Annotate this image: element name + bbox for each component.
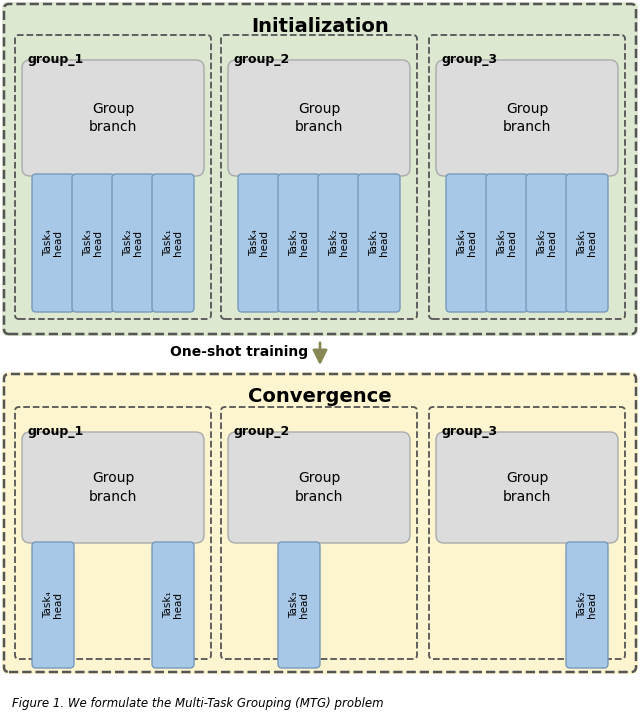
Text: Task₁
head: Task₁ head [577,230,597,257]
Text: Task₂
head: Task₂ head [577,592,597,618]
FancyBboxPatch shape [112,174,154,312]
Text: Group
branch: Group branch [295,471,343,503]
FancyBboxPatch shape [486,174,528,312]
Text: group_2: group_2 [234,426,291,438]
FancyBboxPatch shape [152,174,194,312]
Text: group_1: group_1 [28,53,84,66]
FancyBboxPatch shape [2,372,638,674]
FancyBboxPatch shape [13,33,213,321]
Text: group_3: group_3 [442,426,498,438]
Text: Group
branch: Group branch [503,471,551,503]
Text: Group
branch: Group branch [503,102,551,134]
Text: group_1: group_1 [28,426,84,438]
FancyBboxPatch shape [152,542,194,668]
Text: Task₁
head: Task₁ head [163,230,184,257]
FancyBboxPatch shape [427,33,627,321]
Text: One-shot training: One-shot training [170,345,308,359]
Text: Task₁
head: Task₁ head [163,592,184,618]
FancyBboxPatch shape [32,174,74,312]
Text: group_2: group_2 [234,53,291,66]
Text: Initialization: Initialization [251,16,389,36]
Text: Task₁
head: Task₁ head [369,230,389,257]
FancyBboxPatch shape [32,542,74,668]
Text: Figure 1. We formulate the Multi-Task Grouping (MTG) problem: Figure 1. We formulate the Multi-Task Gr… [12,697,383,709]
FancyBboxPatch shape [278,174,320,312]
FancyBboxPatch shape [526,174,568,312]
Text: Group
branch: Group branch [89,102,137,134]
FancyBboxPatch shape [566,542,608,668]
FancyBboxPatch shape [228,60,410,176]
FancyBboxPatch shape [446,174,488,312]
FancyBboxPatch shape [358,174,400,312]
Text: Task₂
head: Task₂ head [328,230,349,256]
FancyBboxPatch shape [22,432,204,543]
Text: Task₄
head: Task₄ head [43,592,63,618]
FancyBboxPatch shape [566,174,608,312]
FancyBboxPatch shape [436,432,618,543]
FancyBboxPatch shape [72,174,114,312]
Text: Task₃
head: Task₃ head [289,230,309,256]
FancyBboxPatch shape [13,405,213,661]
Text: Group
branch: Group branch [89,471,137,503]
Text: group_3: group_3 [442,53,498,66]
FancyBboxPatch shape [436,60,618,176]
FancyBboxPatch shape [278,542,320,668]
FancyBboxPatch shape [219,405,419,661]
Text: Task₄
head: Task₄ head [456,230,477,257]
FancyBboxPatch shape [2,2,638,336]
Text: Group
branch: Group branch [295,102,343,134]
Text: Convergence: Convergence [248,386,392,406]
FancyBboxPatch shape [427,405,627,661]
FancyBboxPatch shape [22,60,204,176]
Text: Task₄
head: Task₄ head [248,230,269,257]
Text: Task₃
head: Task₃ head [497,230,517,256]
Text: Task₂
head: Task₂ head [123,230,143,256]
FancyBboxPatch shape [318,174,360,312]
Text: Task₃
head: Task₃ head [289,592,309,618]
FancyBboxPatch shape [228,432,410,543]
Text: Task₂
head: Task₂ head [536,230,557,256]
FancyBboxPatch shape [238,174,280,312]
FancyBboxPatch shape [219,33,419,321]
Text: Task₃
head: Task₃ head [83,230,104,256]
Text: Task₄
head: Task₄ head [43,230,63,257]
